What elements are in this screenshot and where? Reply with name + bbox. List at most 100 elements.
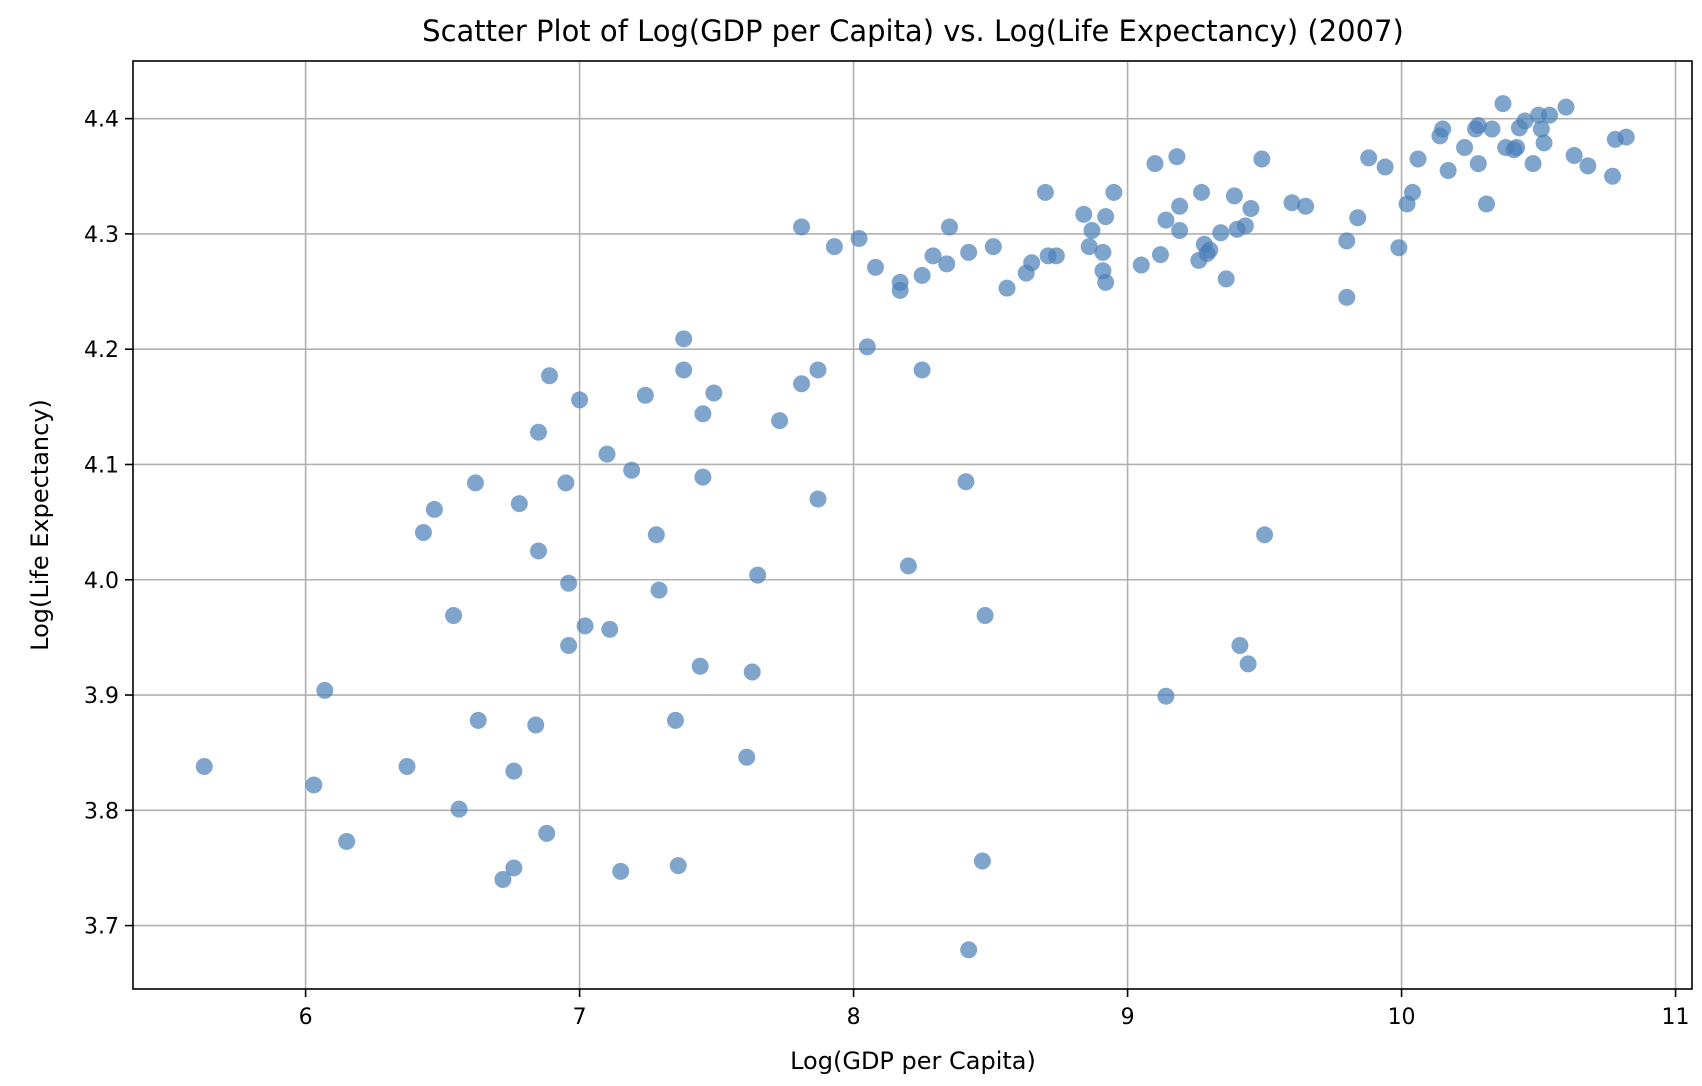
- y-tick-label: 4.1: [84, 453, 119, 478]
- x-tick-label: 9: [1121, 1005, 1135, 1030]
- scatter-point: [793, 375, 811, 393]
- scatter-point: [771, 412, 789, 430]
- scatter-point: [1349, 209, 1367, 227]
- scatter-point: [1604, 167, 1622, 185]
- scatter-point: [749, 566, 767, 584]
- scatter-point: [445, 606, 463, 624]
- scatter-point: [858, 338, 876, 356]
- scatter-point: [469, 711, 487, 729]
- scatter-point: [1390, 239, 1408, 257]
- scatter-point: [647, 526, 665, 544]
- scatter-point: [1376, 158, 1394, 176]
- scatter-point: [675, 361, 693, 379]
- scatter-point: [1541, 106, 1559, 124]
- scatter-point: [1094, 243, 1112, 261]
- scatter-point: [1338, 232, 1356, 250]
- scatter-point: [195, 758, 213, 776]
- x-axis-ticks: 6 7 8 9 10 11: [299, 989, 1690, 1030]
- scatter-point: [940, 218, 958, 236]
- scatter-point: [1146, 155, 1164, 173]
- scatter-point: [1132, 256, 1150, 274]
- scatter-point: [316, 681, 334, 699]
- scatter-point: [1171, 221, 1189, 239]
- scatter-point: [530, 542, 548, 560]
- scatter-point: [691, 657, 709, 675]
- scatter-point: [666, 711, 684, 729]
- scatter-point: [976, 606, 994, 624]
- scatter-point: [557, 474, 575, 492]
- scatter-point: [1557, 98, 1575, 116]
- scatter-point: [675, 330, 693, 348]
- scatter-point: [1157, 687, 1175, 705]
- plot-frame: [132, 60, 1693, 990]
- x-tick-label: 7: [573, 1005, 587, 1030]
- scatter-point: [1047, 247, 1065, 265]
- scatter-point: [867, 258, 885, 276]
- scatter-point: [1469, 117, 1487, 135]
- scatter-point: [540, 367, 558, 385]
- x-tick-label: 11: [1662, 1005, 1690, 1030]
- scatter-point: [1097, 208, 1115, 226]
- y-tick-label: 4.3: [84, 223, 119, 248]
- scatter-point: [425, 500, 443, 518]
- scatter-point: [1105, 183, 1123, 201]
- scatter-point: [623, 461, 641, 479]
- scatter-point: [1516, 112, 1534, 130]
- scatter-point: [1157, 211, 1175, 229]
- scatter-point: [960, 941, 978, 959]
- scatter-point: [1532, 120, 1550, 138]
- scatter-point: [1469, 155, 1487, 173]
- scatter-point: [601, 620, 619, 638]
- scatter-point: [571, 391, 589, 409]
- scatter-point: [527, 716, 545, 734]
- scatter-point: [414, 523, 432, 541]
- y-tick-label: 3.8: [84, 799, 119, 824]
- scatter-point: [1508, 138, 1526, 156]
- y-axis-ticks: 3.7 3.8 3.9 4.0 4.1 4.2 4.3 4.4: [84, 108, 133, 940]
- scatter-point: [560, 574, 578, 592]
- scatter-point: [650, 581, 668, 599]
- scatter-point: [505, 762, 523, 780]
- scatter-point: [891, 281, 909, 299]
- scatter-point: [984, 238, 1002, 256]
- scatter-point: [1239, 655, 1257, 673]
- scatter-point: [1253, 150, 1271, 168]
- scatter-point: [1535, 134, 1553, 152]
- scatter-point: [598, 445, 616, 463]
- scatter-point: [1439, 162, 1457, 180]
- scatter-point: [450, 800, 468, 818]
- scatter-point: [669, 857, 687, 875]
- scatter-point: [338, 832, 356, 850]
- scatter-point: [793, 218, 811, 236]
- scatter-point: [1075, 205, 1093, 223]
- scatter-point: [1151, 246, 1169, 264]
- scatter-point: [1617, 128, 1635, 146]
- chart-title: Scatter Plot of Log(GDP per Capita) vs. …: [422, 14, 1404, 48]
- scatter-point: [1225, 187, 1243, 205]
- scatter-point: [398, 758, 416, 776]
- scatter-point: [1083, 221, 1101, 239]
- scatter-point: [973, 852, 991, 870]
- scatter-point: [825, 238, 843, 256]
- scatter-point: [612, 862, 630, 880]
- scatter-point: [1297, 197, 1315, 215]
- scatter-point: [466, 474, 484, 492]
- scatter-point: [998, 279, 1016, 297]
- x-axis-label: Log(GDP per Capita): [790, 1047, 1036, 1075]
- scatter-point: [743, 663, 761, 681]
- scatter-point: [694, 468, 712, 486]
- scatter-point: [1236, 217, 1254, 235]
- scatter-point: [1201, 241, 1219, 259]
- scatter-point: [938, 255, 956, 273]
- scatter-points: [195, 95, 1635, 959]
- scatter-point: [1360, 149, 1378, 167]
- scatter-point: [1478, 195, 1496, 213]
- scatter-point: [1231, 636, 1249, 654]
- scatter-point: [1097, 273, 1115, 291]
- scatter-point: [850, 230, 868, 248]
- y-axis-label: Log(Life Expectancy): [26, 399, 54, 651]
- scatter-point: [1404, 183, 1422, 201]
- scatter-point: [913, 361, 931, 379]
- scatter-point: [705, 384, 723, 402]
- scatter-point: [1483, 120, 1501, 138]
